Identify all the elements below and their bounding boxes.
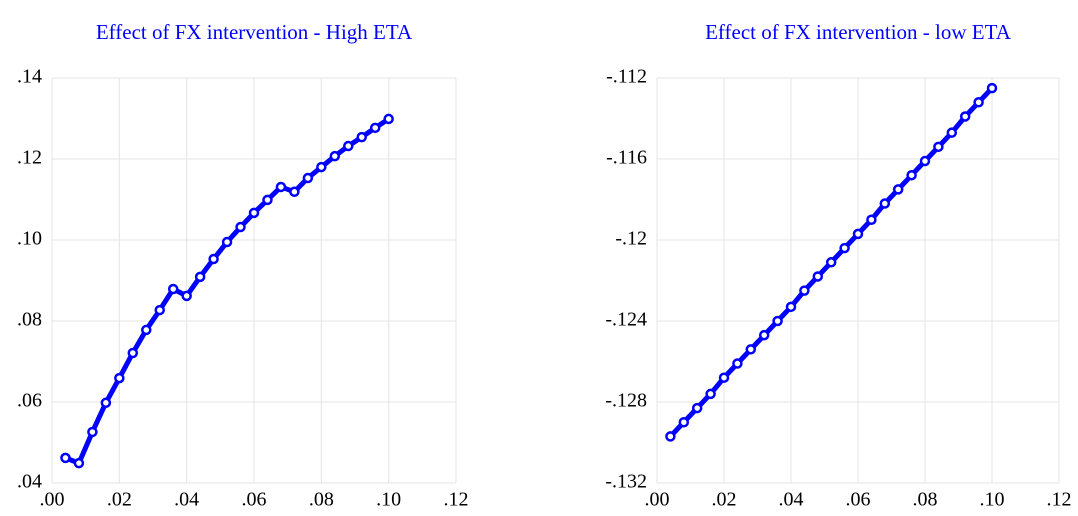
data-point	[181, 290, 192, 302]
data-point	[208, 253, 219, 265]
x-tick-label: .08	[913, 489, 938, 511]
y-tick-label: -.112	[606, 66, 647, 88]
data-point	[343, 140, 354, 152]
data-point	[799, 285, 810, 296]
y-tick-label: .10	[17, 228, 42, 250]
x-tick-label: .00	[645, 489, 670, 511]
data-point	[221, 236, 233, 248]
data-point	[289, 186, 300, 198]
data-point	[275, 181, 287, 193]
data-point	[678, 417, 690, 428]
y-tick-label: -.12	[615, 228, 647, 250]
x-tick-label: .12	[444, 489, 469, 511]
data-point	[785, 301, 797, 313]
x-tick-label: .12	[1047, 489, 1072, 511]
x-tick-label: .00	[40, 489, 65, 511]
data-point	[248, 207, 260, 219]
data-point	[812, 271, 824, 282]
x-tick-label: .08	[309, 489, 334, 511]
data-point	[235, 221, 246, 233]
data-point	[825, 257, 837, 268]
data-point	[705, 388, 716, 400]
y-tick-label: -.128	[605, 390, 647, 412]
data-point	[758, 329, 770, 341]
data-point	[879, 198, 891, 209]
data-point	[946, 127, 958, 138]
data-point	[87, 426, 98, 438]
x-tick-label: .02	[107, 489, 132, 511]
chart-title: Effect of FX intervention - High ETA	[96, 20, 413, 44]
data-point	[141, 324, 152, 336]
data-point	[73, 457, 85, 469]
data-point	[316, 161, 327, 173]
data-point	[933, 141, 944, 153]
data-point	[745, 344, 757, 355]
data-point	[892, 184, 904, 195]
data-point	[919, 155, 931, 167]
data-point	[356, 131, 367, 143]
data-point	[154, 304, 165, 316]
data-point	[986, 82, 998, 94]
y-tick-label: -.132	[605, 471, 647, 493]
data-point	[691, 402, 703, 414]
data-point	[114, 372, 125, 384]
x-tick-label: .10	[980, 489, 1005, 511]
data-point	[772, 315, 783, 327]
y-tick-label: .04	[17, 471, 42, 493]
data-point	[959, 111, 971, 122]
data-point	[906, 169, 917, 181]
x-tick-label: .04	[779, 489, 804, 511]
x-tick-label: .06	[242, 489, 267, 511]
data-point	[866, 214, 877, 225]
data-point	[60, 452, 71, 464]
data-point	[262, 194, 273, 206]
data-line	[64, 116, 391, 466]
x-tick-label: .06	[846, 489, 871, 511]
data-point	[839, 242, 850, 254]
x-tick-label: .02	[712, 489, 737, 511]
data-point	[369, 122, 381, 134]
data-point	[302, 172, 314, 184]
data-point	[167, 283, 179, 295]
data-point	[329, 150, 341, 162]
data-point	[194, 271, 206, 283]
y-tick-label: -.124	[605, 309, 647, 331]
y-tick-label: -.116	[606, 147, 647, 169]
y-tick-label: .08	[17, 309, 42, 331]
x-tick-label: .10	[376, 489, 401, 511]
y-tick-label: .06	[17, 390, 42, 412]
data-point	[852, 228, 864, 240]
y-tick-label: .14	[17, 66, 42, 88]
data-point	[732, 358, 743, 369]
data-point	[665, 431, 676, 442]
data-point	[127, 347, 139, 359]
data-point	[973, 97, 984, 108]
chart-title: Effect of FX intervention - low ETA	[705, 20, 1012, 44]
data-point	[100, 397, 112, 409]
data-point	[383, 113, 394, 125]
x-tick-label: .04	[174, 489, 199, 511]
y-tick-label: .12	[17, 147, 42, 169]
data-point	[718, 372, 730, 383]
